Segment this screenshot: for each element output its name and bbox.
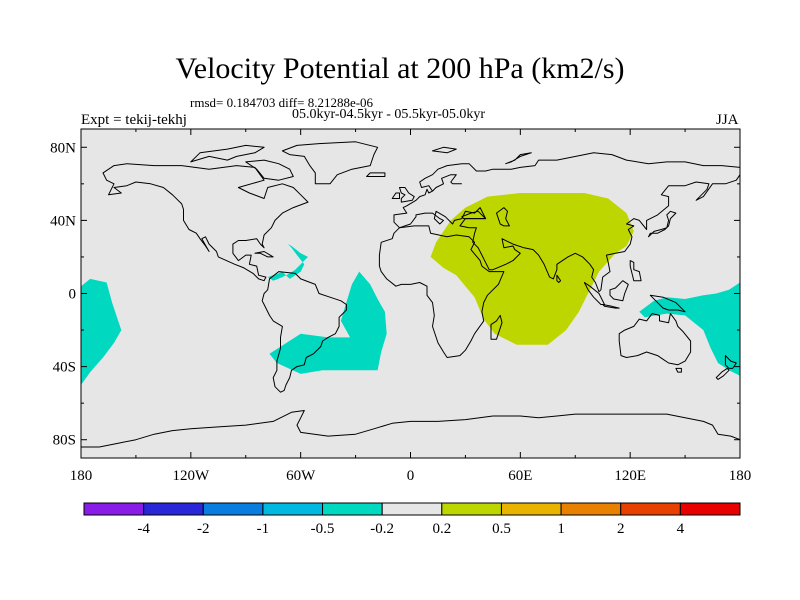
map-background [81,129,740,458]
coastline-britain [399,187,415,203]
negative-anomaly-region-4 [639,282,740,376]
season-label: JJA [716,112,739,128]
coastline-caspian [496,207,510,227]
coastline-sri-lanka [556,274,562,283]
lon-tick-label: 120E [614,468,646,484]
coastline-scandinavia-inner [432,174,462,192]
period-label: 05.0kyr-04.5kyr - 05.5kyr-05.0kyr [292,107,486,122]
colorbar-swatch [143,502,204,516]
coastline-borneo [609,280,629,302]
coastline-north-america [102,163,309,282]
colorbar-label: 4 [677,521,685,537]
lon-tick-label: 0 [407,468,415,484]
experiment-label: Expt = tekij-tekhj [81,112,187,128]
coastline-cuba [254,251,274,258]
coastline-philippines [629,260,642,282]
coastline-novaya-zemlya [505,152,532,165]
negative-anomaly-region-2 [267,244,308,281]
colorbar-label: 1 [557,521,565,537]
coastline-java [602,304,620,309]
coastline-black-sea [461,210,487,220]
colorbar-swatch [202,502,264,516]
colorbar-swatch [679,502,741,516]
colorbar-swatch [322,502,383,516]
colorbar-label: -0.2 [370,521,394,537]
negative-anomaly-region-3 [81,278,122,385]
colorbar-label: -0.5 [311,521,335,537]
colorbar-label: -1 [257,521,270,537]
negative-anomaly-region-1 [269,271,387,374]
coastline-tasmania [675,367,682,373]
colorbar-label: -4 [137,521,150,537]
coastline-japan [648,210,677,238]
colorbar-label: 0.2 [432,521,451,537]
axis-ticks [80,129,741,458]
anomaly-field-layer [81,193,740,385]
colorbar-swatch [262,502,324,516]
coastline-south-america [261,271,347,393]
coastline-layer [81,141,740,448]
colorbar-label: 2 [617,521,625,537]
lon-tick-label: 180 [729,468,752,484]
coastline-australia [618,313,692,366]
coastline-new-zealand [724,355,737,369]
coastline-arctic-islands [190,144,265,163]
lon-tick-label: 60E [508,468,532,484]
coastline-baffin [245,159,294,181]
positive-anomaly-region-0 [430,193,634,345]
coastline-ireland [391,192,400,199]
coastline-new-guinea [649,294,686,313]
lon-tick-label: 120W [172,468,210,484]
page-title: Velocity Potential at 200 hPa (km2/s) [175,52,625,85]
coastline-new-zealand-south [715,367,730,380]
lat-tick-label: 0 [69,287,77,303]
colorbar-label: 0.5 [492,521,511,537]
colorbar: -4 -2 -1 -0.5 -0.2 0.2 0.5 1 2 4 [83,502,741,537]
colorbar-swatch [560,502,622,516]
lat-tick-label: 40S [53,360,76,376]
axis-tick-labels: 80N 40N 0 40S 80S 180 120W 60W 0 60E 120E 180 [50,140,751,484]
coastline-madagascar [490,314,503,340]
colorbar-swatch [620,502,681,516]
colorbar-label: -2 [197,521,210,537]
lat-tick-label: 40N [50,213,76,229]
coastline-greenland [281,141,379,185]
lon-tick-label: 60W [286,468,316,484]
lat-tick-label: 80N [50,140,76,156]
colorbar-swatch [381,502,443,516]
coastline-svalbard [432,146,457,154]
coastline-antarctica [81,410,740,448]
lat-tick-label: 80S [53,433,76,449]
colorbar-swatch [441,502,502,516]
lon-tick-label: 180 [70,468,93,484]
colorbar-swatch [83,502,145,516]
colorbar-swatch [500,502,562,516]
rmsd-diff-label: rmsd= 0.184703 diff= 8.21288e-06 [190,95,374,110]
coastline-africa [378,225,505,358]
coastline-iceland [366,172,386,177]
